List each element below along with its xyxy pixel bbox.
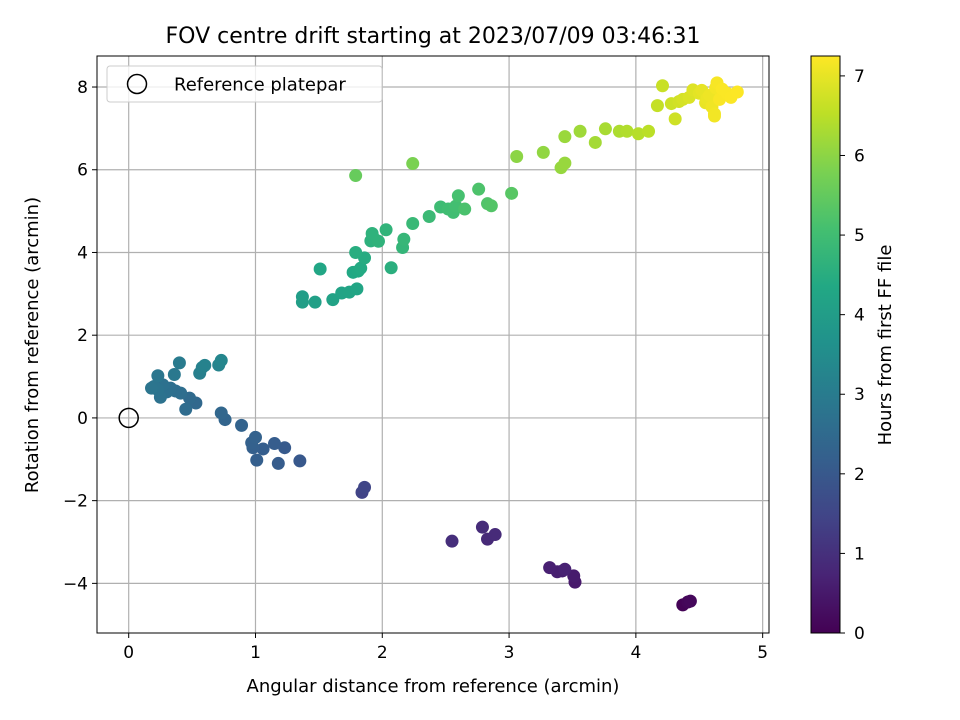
reference-platepar-marker bbox=[118, 407, 139, 429]
data-point bbox=[278, 441, 292, 455]
data-points bbox=[145, 76, 744, 612]
x-tick-label: 0 bbox=[123, 643, 134, 663]
y-tick-label: 2 bbox=[77, 326, 88, 346]
x-tick-label: 5 bbox=[757, 643, 768, 663]
x-axis-ticks: 0 1 2 3 4 5 bbox=[123, 633, 768, 663]
data-point bbox=[406, 217, 420, 231]
colorbar-tick-label: 5 bbox=[854, 226, 865, 246]
data-point bbox=[451, 189, 465, 203]
colorbar-tick-label: 3 bbox=[854, 385, 865, 405]
data-point bbox=[271, 456, 285, 470]
data-point bbox=[668, 112, 682, 126]
data-point bbox=[558, 156, 572, 170]
data-point bbox=[631, 127, 645, 141]
data-point bbox=[558, 562, 572, 576]
data-point bbox=[313, 262, 327, 276]
x-axis-label: Angular distance from reference (arcmin) bbox=[247, 676, 620, 697]
data-point bbox=[172, 356, 186, 370]
data-point bbox=[422, 209, 436, 223]
data-point bbox=[642, 124, 656, 138]
y-tick-label: 4 bbox=[77, 243, 88, 263]
data-point bbox=[484, 199, 498, 213]
data-point bbox=[358, 480, 372, 494]
data-point bbox=[214, 353, 228, 367]
y-tick-label: 0 bbox=[77, 409, 88, 429]
data-point bbox=[326, 293, 340, 307]
colorbar-tick-label: 4 bbox=[854, 306, 865, 326]
data-point bbox=[214, 406, 228, 420]
legend-box bbox=[106, 65, 383, 103]
colorbar-tick-label: 2 bbox=[854, 465, 865, 485]
data-point bbox=[488, 528, 502, 542]
chart-title: FOV centre drift starting at 2023/07/09 … bbox=[166, 24, 701, 49]
data-point bbox=[397, 232, 411, 246]
colorbar-label: Hours from first FF file bbox=[875, 245, 896, 446]
y-axis-label: Rotation from reference (arcmin) bbox=[22, 197, 43, 493]
data-point bbox=[308, 295, 322, 309]
gridlines bbox=[97, 56, 769, 633]
data-point bbox=[558, 130, 572, 144]
data-point bbox=[505, 186, 519, 200]
data-point bbox=[620, 124, 634, 138]
data-point bbox=[730, 85, 744, 99]
data-point bbox=[349, 245, 363, 259]
data-point bbox=[472, 182, 486, 196]
colorbar-gradient bbox=[810, 55, 841, 634]
legend-marker-icon bbox=[126, 73, 148, 95]
x-tick-label: 4 bbox=[630, 643, 641, 663]
data-point bbox=[295, 295, 309, 309]
data-point bbox=[145, 381, 159, 395]
data-point bbox=[235, 418, 249, 432]
data-point bbox=[543, 561, 557, 575]
data-point bbox=[151, 369, 165, 383]
data-point bbox=[349, 169, 363, 183]
data-point bbox=[248, 430, 262, 444]
data-point bbox=[384, 261, 398, 275]
data-point bbox=[293, 454, 307, 468]
data-point bbox=[458, 202, 472, 216]
data-point bbox=[536, 145, 550, 159]
colorbar: 0 1 2 3 4 5 6 7 Hours from first FF file bbox=[810, 55, 896, 644]
data-point bbox=[406, 157, 420, 171]
data-point bbox=[268, 437, 282, 451]
y-axis-ticks: −4 −2 0 2 4 6 8 bbox=[63, 78, 97, 594]
data-point bbox=[683, 594, 697, 608]
data-point bbox=[371, 234, 385, 248]
data-point bbox=[256, 442, 270, 456]
legend-entry-label: Reference platepar bbox=[174, 75, 346, 96]
data-point bbox=[588, 135, 602, 149]
y-tick-label: −4 bbox=[63, 574, 88, 594]
data-point bbox=[573, 124, 587, 138]
data-point bbox=[598, 122, 612, 136]
x-tick-label: 3 bbox=[504, 643, 515, 663]
colorbar-ticks: 0 1 2 3 4 5 6 7 bbox=[840, 67, 865, 644]
data-point bbox=[379, 223, 393, 237]
colorbar-tick-label: 1 bbox=[854, 544, 865, 564]
data-point bbox=[167, 367, 181, 381]
data-point bbox=[250, 453, 264, 467]
data-point bbox=[650, 99, 664, 113]
data-point bbox=[707, 109, 721, 123]
data-point bbox=[655, 79, 669, 93]
reference-marker-group bbox=[118, 407, 139, 429]
x-tick-label: 2 bbox=[377, 643, 388, 663]
data-point bbox=[475, 520, 489, 534]
colorbar-tick-label: 7 bbox=[854, 67, 865, 87]
data-point bbox=[510, 150, 524, 164]
data-point bbox=[198, 358, 212, 372]
data-point bbox=[445, 534, 459, 548]
y-tick-label: 6 bbox=[77, 161, 88, 181]
data-point bbox=[179, 402, 193, 416]
x-tick-label: 1 bbox=[250, 643, 261, 663]
data-point bbox=[350, 282, 364, 296]
colorbar-tick-label: 6 bbox=[854, 146, 865, 166]
y-tick-label: −2 bbox=[63, 492, 88, 512]
data-point bbox=[567, 569, 581, 583]
y-tick-label: 8 bbox=[77, 78, 88, 98]
plot-frame bbox=[96, 55, 770, 634]
legend: Reference platepar bbox=[106, 65, 383, 103]
data-point bbox=[354, 261, 368, 275]
colorbar-tick-label: 0 bbox=[854, 624, 865, 644]
